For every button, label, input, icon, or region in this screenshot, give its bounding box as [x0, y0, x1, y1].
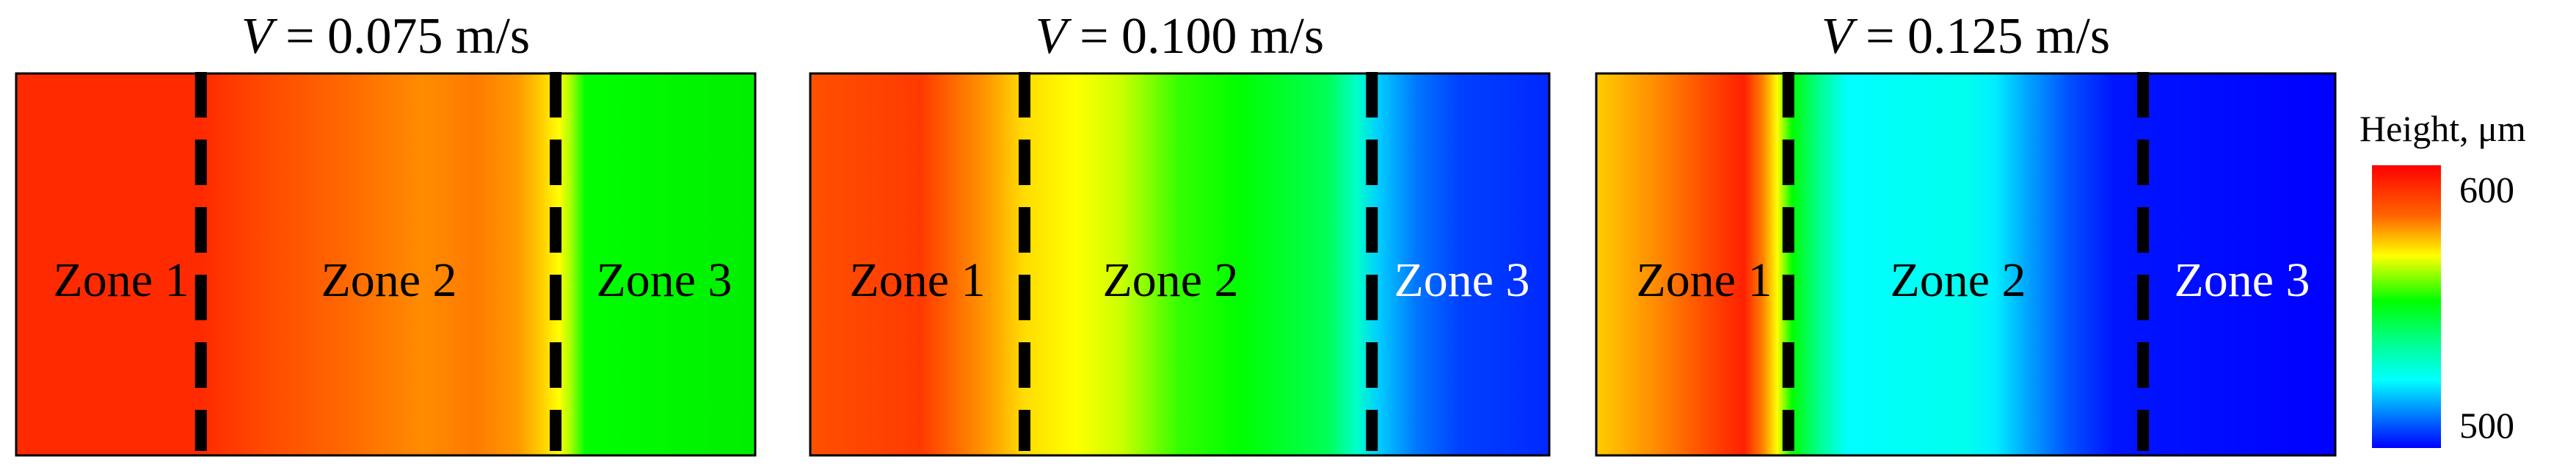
velocity-symbol: V: [1822, 8, 1858, 65]
zone-label: Zone 2: [1102, 253, 1238, 307]
colorbar-title: Height, μm: [2359, 108, 2526, 149]
panel-title: V = 0.100 m/s: [1036, 8, 1324, 65]
zone-label: Zone 3: [1394, 253, 1529, 307]
height-contour-field: [16, 73, 755, 455]
colorbar: Height, μm 600 500: [2359, 108, 2526, 448]
zone-label: Zone 3: [2174, 253, 2310, 307]
panel-frame: [1595, 72, 2337, 457]
panel-title: V = 0.125 m/s: [1822, 8, 2110, 65]
colorbar-tick-label: 600: [2459, 169, 2514, 210]
velocity-value: = 0.125 m/s: [1853, 8, 2111, 65]
panel-title: V = 0.075 m/s: [241, 8, 530, 65]
height-contour-field: [1596, 73, 2335, 455]
velocity-symbol: V: [1036, 8, 1072, 65]
colorbar-tick-label: 500: [2459, 405, 2514, 446]
contour-panel: Zone 1 Zone 2 Zone 3 V = 0.075 m/s: [15, 8, 757, 457]
zone-label: Zone 1: [1636, 253, 1772, 307]
velocity-symbol: V: [241, 8, 278, 65]
height-contour-field: [810, 73, 1549, 455]
zone-label: Zone 1: [849, 253, 985, 307]
zone-label: Zone 3: [596, 253, 732, 307]
zone-label: Zone 2: [321, 253, 456, 307]
zone-label: Zone 2: [1890, 253, 2026, 307]
colorbar-scale: [2372, 165, 2441, 448]
contour-panel: Zone 1 Zone 2 Zone 3 V = 0.125 m/s: [1595, 8, 2337, 457]
velocity-value: = 0.100 m/s: [1067, 8, 1325, 65]
panel-frame: [809, 72, 1551, 457]
zone-label: Zone 1: [53, 253, 189, 307]
contour-panel: Zone 1 Zone 2 Zone 3 V = 0.100 m/s: [809, 8, 1551, 457]
panel-frame: [15, 72, 757, 457]
velocity-value: = 0.075 m/s: [273, 8, 531, 65]
